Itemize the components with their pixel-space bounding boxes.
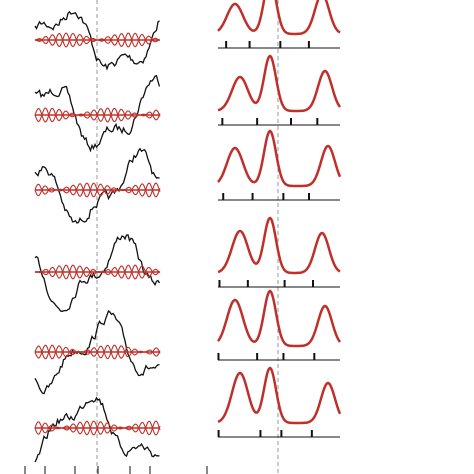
spectrum-curve bbox=[217, 54, 342, 113]
spectrum-curve bbox=[217, 216, 341, 275]
spectrum-curve bbox=[217, 0, 341, 36]
signal-trace bbox=[34, 147, 160, 224]
spectrum-curve bbox=[216, 289, 342, 348]
signal-trace bbox=[34, 309, 160, 395]
spectrum-curve bbox=[217, 129, 342, 188]
signal-trace bbox=[34, 74, 161, 153]
signal-trace bbox=[34, 10, 160, 71]
spectrum-curve bbox=[217, 366, 342, 425]
signal-trace bbox=[34, 234, 161, 313]
signal-trace bbox=[34, 396, 160, 463]
